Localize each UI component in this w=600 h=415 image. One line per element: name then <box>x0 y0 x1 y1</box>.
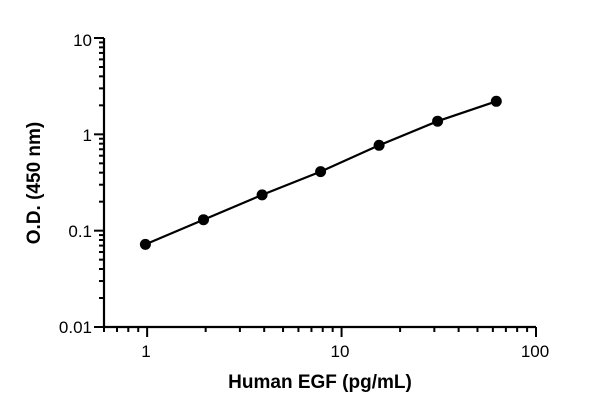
data-point-1 <box>198 214 209 226</box>
data-point-3 <box>315 166 327 178</box>
y-axis-title: O.D. (450 nm) <box>24 122 45 244</box>
data-point-4 <box>373 139 385 151</box>
x-axis-title: Human EGF (pg/mL) <box>228 372 412 393</box>
data-point-5 <box>432 115 444 127</box>
series <box>139 95 502 250</box>
y-tick-label-1: 1 <box>83 126 92 145</box>
y-tick-label-10: 10 <box>73 31 92 50</box>
x-tick-label-10: 10 <box>331 342 350 361</box>
x-tick-label-100: 100 <box>521 342 549 361</box>
y-tick-label-0.01: 0.01 <box>59 318 92 337</box>
x-tick-label-1: 1 <box>141 342 150 361</box>
data-point-6 <box>490 95 502 107</box>
y-tick-label-0.1: 0.1 <box>68 222 92 241</box>
ticks <box>94 37 537 337</box>
data-point-2 <box>256 189 268 201</box>
data-point-0 <box>139 238 151 250</box>
axes <box>102 38 536 329</box>
tick-labels: 10 1 0.1 0.01 1 10 100 <box>59 31 549 361</box>
